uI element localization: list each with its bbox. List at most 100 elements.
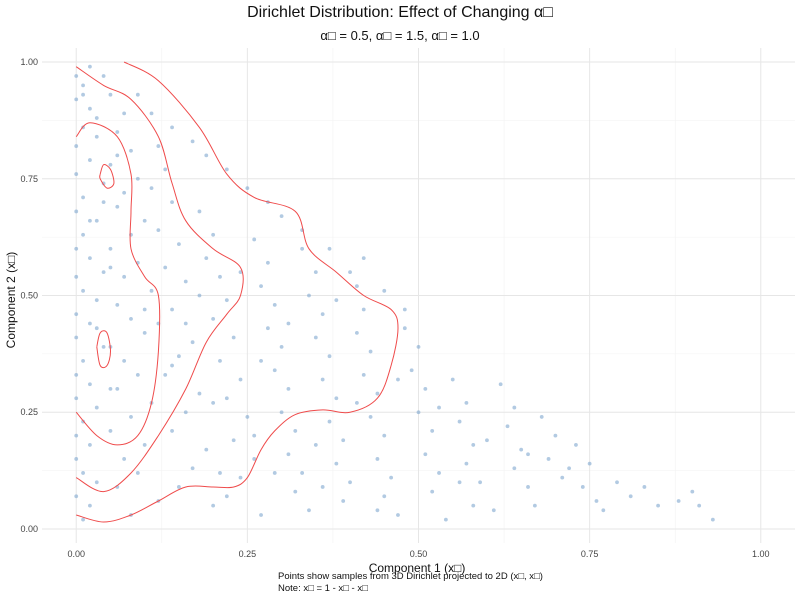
data-point: [190, 139, 195, 144]
data-point: [94, 326, 99, 331]
data-point: [457, 480, 462, 485]
data-point: [88, 443, 92, 447]
data-point: [88, 503, 92, 508]
caption-line-2: Note: x□ = 1 - x□ - x□: [278, 583, 368, 594]
data-point: [272, 368, 277, 373]
data-point: [286, 452, 291, 457]
data-point: [74, 209, 79, 214]
data-point: [94, 405, 99, 410]
data-point: [409, 368, 414, 373]
contour-line: [99, 164, 115, 189]
data-point: [354, 284, 359, 289]
data-point: [74, 144, 79, 148]
data-point: [286, 321, 291, 326]
data-point: [122, 111, 127, 116]
data-point: [423, 386, 428, 391]
data-point: [156, 144, 161, 148]
data-point: [320, 485, 325, 489]
data-point: [238, 270, 243, 275]
data-point: [546, 457, 551, 461]
data-point: [163, 265, 168, 270]
data-point: [656, 503, 660, 508]
data-point: [108, 162, 113, 167]
data-point: [341, 438, 346, 443]
data-point: [170, 429, 174, 433]
x-tick-label: 0.25: [239, 549, 257, 559]
data-point: [115, 204, 120, 209]
data-point: [334, 461, 339, 466]
data-point: [505, 424, 510, 429]
data-point: [224, 494, 229, 499]
data-point: [519, 447, 524, 452]
data-point: [320, 312, 325, 317]
data-point: [491, 508, 496, 513]
data-point: [88, 106, 92, 111]
x-axis-ticks: 0.00 0.25 0.50 0.75 1.00: [67, 549, 769, 559]
data-point: [142, 218, 147, 223]
data-point: [74, 74, 79, 78]
chart-subtitle: α□ = 0.5, α□ = 1.5, α□ = 1.0: [320, 28, 480, 43]
data-point: [580, 485, 585, 489]
data-point: [170, 307, 174, 312]
data-point: [464, 461, 469, 466]
caption-line-1: Points show samples from 3D Dirichlet pr…: [278, 571, 543, 582]
data-point: [81, 92, 85, 97]
data-point: [348, 480, 352, 485]
data-point: [601, 508, 606, 513]
data-point: [266, 260, 270, 265]
contour-line: [96, 330, 112, 369]
data-point: [307, 293, 311, 298]
data-point: [129, 415, 133, 419]
data-point: [88, 64, 92, 69]
data-point: [74, 372, 79, 377]
data-point: [313, 270, 318, 275]
data-point: [74, 396, 79, 401]
data-point: [354, 330, 359, 335]
data-point: [587, 461, 592, 466]
data-point: [149, 288, 154, 293]
data-point: [450, 377, 455, 382]
data-point: [553, 433, 558, 438]
data-point: [204, 153, 209, 158]
x-tick-label: 0.50: [410, 549, 428, 559]
data-point: [183, 321, 188, 326]
data-point: [471, 443, 476, 447]
data-point: [231, 438, 236, 443]
data-point: [101, 74, 106, 78]
data-point: [327, 419, 332, 424]
data-point: [135, 176, 140, 181]
data-point: [211, 232, 216, 237]
data-point: [710, 517, 715, 522]
data-point: [375, 508, 380, 513]
data-point: [183, 410, 188, 415]
data-point: [135, 471, 140, 475]
data-point: [416, 410, 421, 415]
data-point: [224, 396, 229, 401]
data-point: [334, 396, 339, 401]
data-point: [129, 316, 133, 321]
data-point: [135, 372, 140, 377]
data-point: [293, 429, 298, 433]
data-point: [437, 405, 441, 410]
data-point: [101, 270, 106, 275]
data-point: [101, 344, 106, 349]
data-point: [512, 466, 517, 471]
y-tick-label: 1.00: [20, 57, 38, 67]
data-point: [464, 401, 469, 405]
data-point: [416, 344, 421, 349]
data-point: [122, 190, 127, 195]
data-point: [313, 443, 318, 447]
data-point: [361, 372, 366, 377]
data-point: [204, 447, 209, 452]
data-point: [94, 116, 99, 120]
data-point: [402, 307, 407, 312]
data-point: [539, 415, 544, 419]
data-point: [142, 307, 147, 312]
data-point: [300, 246, 305, 251]
data-point: [81, 517, 85, 522]
data-point: [88, 382, 92, 387]
data-point: [560, 475, 565, 480]
data-point: [177, 485, 181, 489]
data-point: [245, 186, 250, 190]
data-point: [81, 288, 85, 293]
